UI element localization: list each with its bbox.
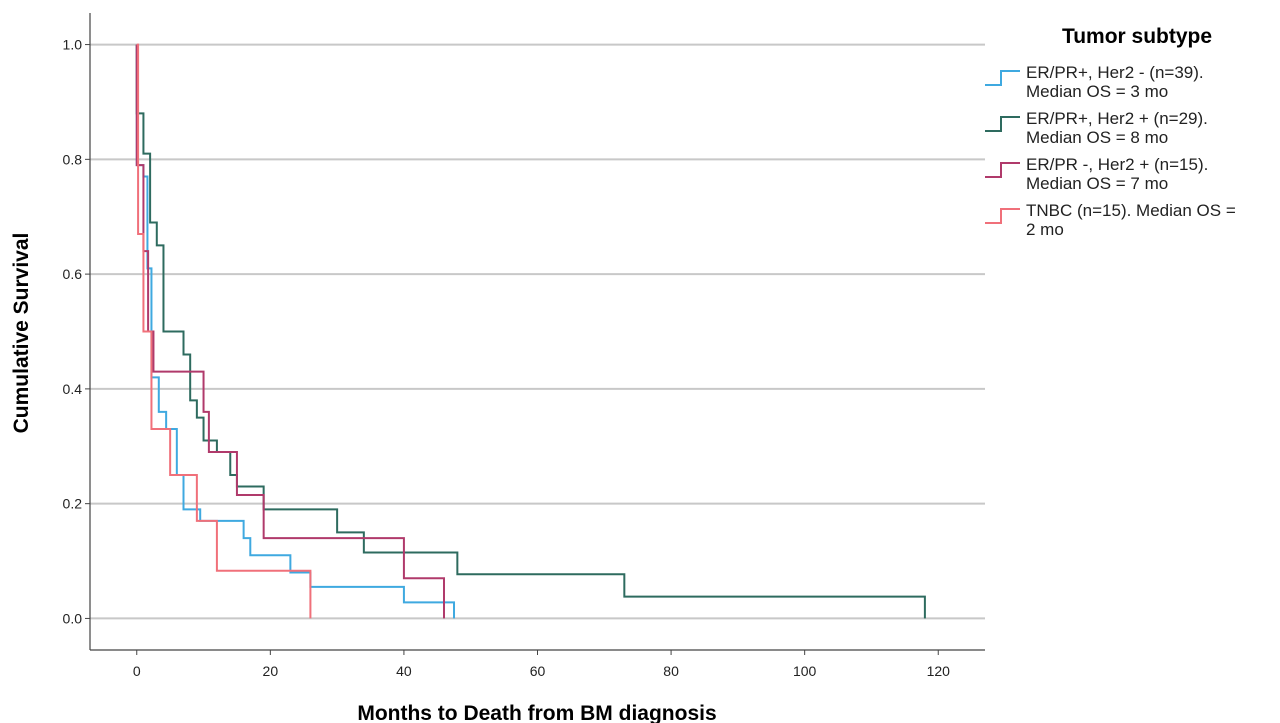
y-tick-label: 1.0 [63,37,83,53]
x-tick-label: 60 [530,663,546,679]
axes: 0.0 0.2 0.4 0.6 0.8 1.0 0 20 40 60 80 100 120 [63,13,985,679]
y-tick-label: 0.0 [63,610,83,626]
legend-label-3: Median OS = 7 mo [1026,174,1168,193]
legend-swatch-1 [985,70,1020,86]
legend-swatch-3 [985,162,1020,178]
y-tick-label: 0.2 [63,496,83,512]
legend-swatch-2 [985,116,1020,132]
legend-label-4: 2 mo [1026,220,1064,239]
legend-label-1: Median OS = 3 mo [1026,82,1168,101]
survival-curve-4 [136,43,312,619]
legend: Tumor subtype ER/PR+, Her2 - (n=39).Medi… [985,25,1236,239]
legend-swatch-4 [985,208,1020,224]
x-tick-label: 40 [396,663,412,679]
legend-label-1: ER/PR+, Her2 - (n=39). [1026,63,1204,82]
x-axis-title: Months to Death from BM diagnosis [357,702,716,723]
legend-label-2: Median OS = 8 mo [1026,128,1168,147]
x-tick-label: 80 [663,663,679,679]
y-axis-title: Cumulative Survival [10,233,33,434]
x-tick-label: 100 [793,663,817,679]
x-tick-label: 120 [927,663,951,679]
legend-title: Tumor subtype [1062,25,1212,48]
y-tick-label: 0.4 [63,381,83,397]
survival-curves [135,43,926,619]
gridlines [90,43,985,620]
legend-label-4: TNBC (n=15). Median OS = [1026,201,1236,220]
legend-label-2: ER/PR+, Her2 + (n=29). [1026,109,1208,128]
y-tick-label: 0.6 [63,266,83,282]
x-tick-label: 20 [263,663,279,679]
legend-label-3: ER/PR -, Her2 + (n=15). [1026,155,1208,174]
x-tick-label: 0 [133,663,141,679]
y-tick-label: 0.8 [63,151,83,167]
survival-curve-2 [135,44,926,619]
